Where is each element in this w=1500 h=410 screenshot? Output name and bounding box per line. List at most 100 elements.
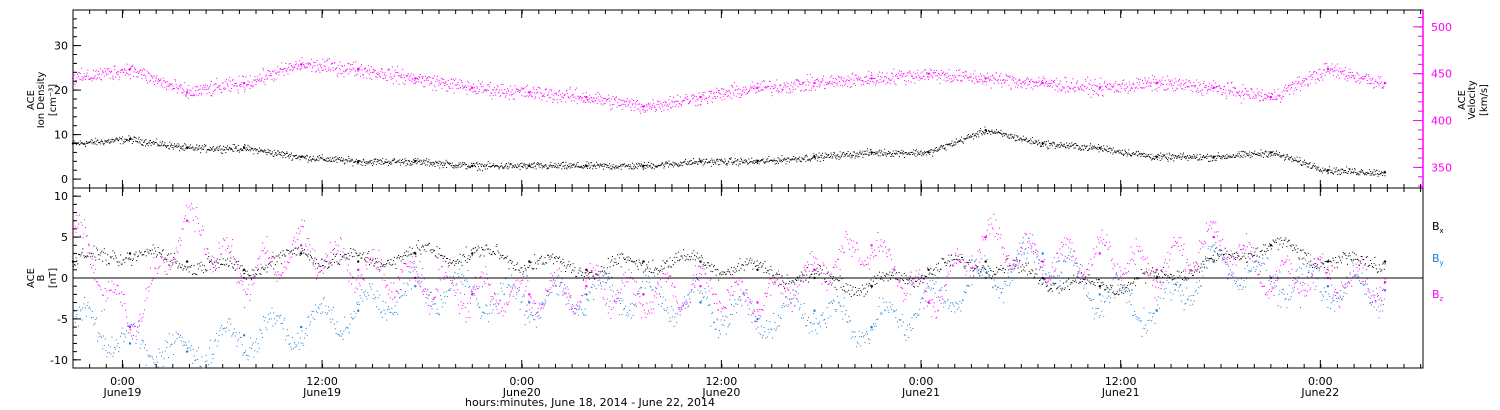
velocity-sample (443, 79, 445, 80)
velocity-sample (824, 87, 826, 89)
density-sample (952, 145, 954, 146)
velocity-sample (75, 81, 77, 83)
bx-sample (261, 267, 263, 269)
density-sample (294, 155, 296, 156)
velocity-sample (1265, 98, 1267, 100)
velocity-sample (1090, 96, 1092, 98)
density-sample (251, 148, 252, 150)
density-sample (578, 166, 580, 167)
density-sample (671, 164, 673, 166)
density-sample (1269, 155, 1271, 157)
density-sample (1241, 151, 1243, 153)
density-sample (323, 159, 325, 161)
velocity-sample (1203, 82, 1204, 84)
velocity-sample (816, 79, 818, 81)
velocity-sample (273, 80, 275, 82)
velocity-sample (1003, 82, 1005, 84)
velocity-sample (1187, 86, 1189, 87)
density-sample (319, 158, 321, 160)
bx-sample (347, 253, 349, 254)
velocity-sample (686, 98, 688, 100)
density-sample (886, 153, 888, 155)
bx-sample (317, 263, 319, 264)
velocity-sample (1001, 83, 1003, 84)
velocity-sample (255, 84, 257, 85)
velocity-sample (1111, 86, 1113, 88)
density-sample (274, 152, 276, 154)
density-sample (928, 151, 930, 153)
bx-sample (281, 255, 283, 257)
density-sample (918, 154, 920, 155)
density-sample (579, 167, 581, 168)
velocity-sample (1037, 85, 1038, 87)
velocity-sample (363, 77, 365, 79)
density-sample (1159, 160, 1161, 161)
density-sample (1019, 137, 1021, 139)
velocity-sample (885, 83, 887, 85)
density-sample (610, 168, 612, 170)
density-sample (1315, 167, 1317, 169)
velocity-sample (569, 86, 571, 88)
velocity-sample (618, 105, 620, 107)
velocity-sample (833, 86, 835, 88)
velocity-sample (1229, 89, 1231, 91)
velocity-sample (292, 66, 294, 68)
velocity-point (585, 95, 588, 99)
velocity-sample (1266, 95, 1268, 96)
velocity-sample (1270, 92, 1272, 94)
density-sample (77, 142, 79, 144)
velocity-sample (350, 69, 352, 71)
density-sample (259, 147, 260, 149)
density-sample (532, 167, 534, 169)
velocity-sample (258, 80, 260, 82)
velocity-sample (638, 103, 640, 105)
velocity-sample (929, 68, 931, 70)
density-sample (589, 166, 591, 168)
density-sample (244, 144, 246, 146)
density-sample (687, 161, 689, 163)
velocity-sample (1220, 88, 1222, 90)
velocity-sample (707, 97, 709, 99)
density-sample (723, 161, 725, 163)
velocity-sample (280, 69, 282, 70)
bx-sample (73, 265, 74, 267)
velocity-sample (78, 76, 80, 77)
density-sample (932, 152, 934, 154)
velocity-sample (725, 91, 727, 93)
velocity-sample (926, 72, 928, 74)
density-sample (256, 148, 258, 150)
density-sample (782, 158, 784, 160)
velocity-sample (916, 69, 918, 71)
density-sample (281, 155, 283, 157)
velocity-sample (1234, 86, 1236, 88)
velocity-sample (1357, 80, 1359, 82)
velocity-sample (360, 65, 362, 67)
density-sample (901, 149, 903, 151)
velocity-sample (987, 77, 989, 79)
density-sample (1084, 148, 1086, 150)
velocity-sample (217, 87, 219, 89)
density-sample (637, 167, 639, 169)
velocity-sample (1331, 69, 1333, 70)
density-sample (654, 165, 656, 167)
density-sample (146, 143, 147, 145)
velocity-sample (1115, 81, 1117, 82)
density-sample (371, 165, 373, 167)
bx-sample (249, 275, 251, 277)
velocity-sample (465, 89, 467, 91)
density-sample (126, 139, 128, 140)
velocity-sample (513, 99, 515, 101)
velocity-sample (961, 79, 963, 81)
velocity-sample (909, 70, 911, 72)
density-sample (628, 168, 630, 170)
velocity-sample (482, 81, 483, 83)
density-sample (208, 149, 210, 151)
velocity-sample (745, 86, 746, 88)
density-sample (1189, 155, 1191, 157)
velocity-sample (715, 98, 717, 99)
density-sample (753, 160, 755, 162)
density-sample (387, 161, 389, 163)
density-sample (269, 152, 271, 154)
velocity-sample (1212, 87, 1214, 89)
density-sample (940, 145, 942, 146)
